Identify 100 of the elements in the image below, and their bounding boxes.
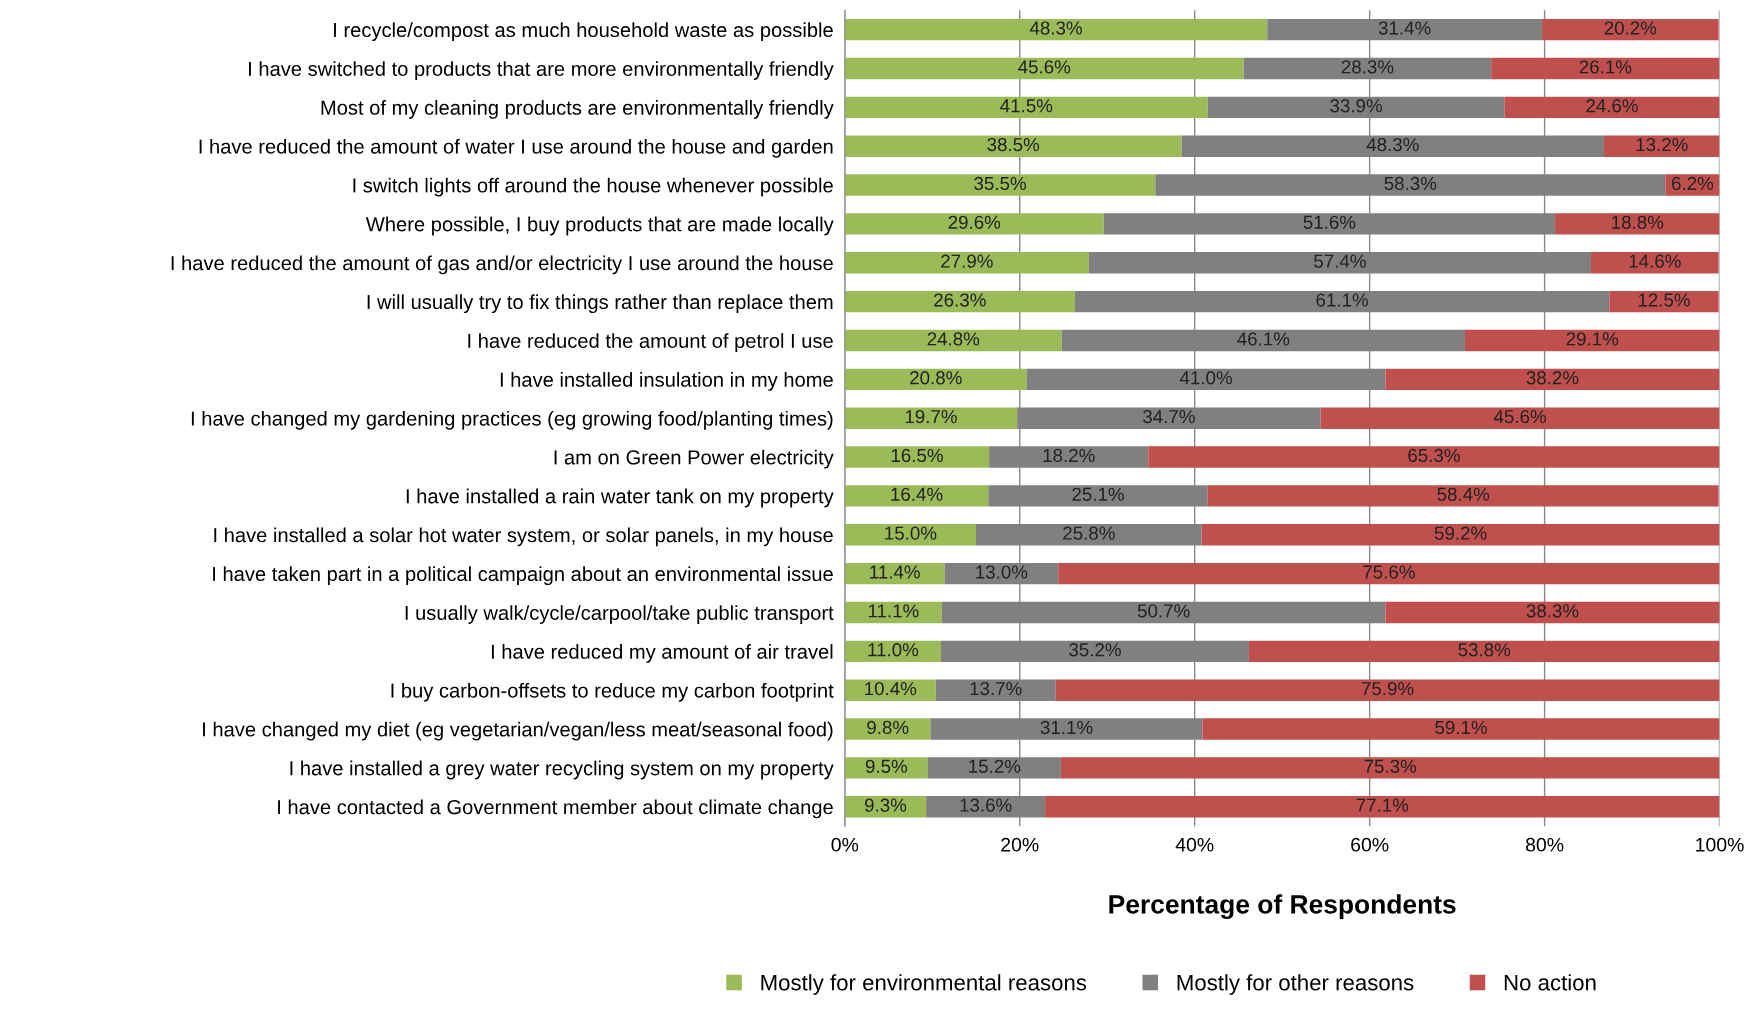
- data-label: 14.6%: [1629, 254, 1681, 268]
- data-label: 35.5%: [974, 176, 1026, 191]
- data-label: 29.1%: [1566, 332, 1619, 346]
- data-label: 13.7%: [970, 681, 1022, 696]
- bar: [844, 18, 1268, 41]
- bar: [844, 174, 1156, 196]
- x-axis-title: Percentage of Respondents: [1109, 894, 1456, 920]
- data-label: 27.9%: [941, 254, 993, 268]
- bar: [1207, 485, 1719, 507]
- data-label: 45.6%: [1493, 409, 1546, 424]
- bar: [844, 290, 1075, 313]
- y-tick-label: I have changed my gardening practices (eg growing food/planting times): [191, 410, 833, 430]
- data-label: 20.2%: [1604, 21, 1657, 35]
- data-label: 59.1%: [1435, 720, 1487, 735]
- legend-label: No action: [1504, 974, 1596, 991]
- data-label: 38.5%: [987, 137, 1040, 152]
- y-tick-label: I buy carbon-offsets to reduce my carbon footprint: [391, 682, 834, 702]
- y-tick-label: Where possible, I buy products that are made locally: [365, 216, 834, 236]
- bar: [1201, 524, 1720, 546]
- y-tick-label: I recycle/compost as much household waste as possible: [334, 22, 833, 42]
- bar: [844, 524, 977, 546]
- bar: [844, 640, 942, 663]
- x-tick-label: 100%: [1696, 837, 1744, 852]
- data-label: 13.2%: [1636, 137, 1688, 152]
- bar: [844, 329, 1062, 352]
- bar: [844, 213, 1104, 235]
- y-tick-label: Most of my cleaning products are environmentally friendly: [321, 100, 834, 119]
- bar: [1248, 640, 1720, 663]
- data-label: 38.2%: [1526, 371, 1579, 385]
- bar: [1590, 252, 1719, 274]
- bar: [1045, 796, 1720, 818]
- y-tick-label: I have switched to products that are more environmentally friendly: [249, 61, 834, 80]
- data-label: 10.4%: [865, 681, 917, 696]
- data-label: 29.6%: [948, 215, 1001, 229]
- bar: [844, 368, 1027, 391]
- bar: [844, 485, 989, 507]
- bar: [844, 601, 942, 624]
- data-label: 75.9%: [1361, 681, 1414, 696]
- data-label: 25.8%: [1063, 526, 1115, 540]
- data-label: 77.1%: [1356, 798, 1409, 812]
- data-label: 33.9%: [1330, 99, 1382, 113]
- x-tick-label: 0%: [831, 837, 859, 852]
- bar: [1555, 213, 1720, 235]
- bar: [1060, 757, 1720, 779]
- data-label: 46.1%: [1237, 332, 1290, 346]
- data-label: 24.6%: [1586, 99, 1638, 113]
- data-label: 26.3%: [934, 293, 986, 307]
- data-label: 35.2%: [1069, 643, 1121, 657]
- data-label: 41.5%: [1000, 99, 1053, 113]
- data-label: 41.0%: [1179, 371, 1232, 385]
- y-tick-label: I have reduced the amount of water I use around the house and garden: [199, 138, 833, 158]
- data-label: 12.5%: [1638, 293, 1690, 307]
- data-label: 51.6%: [1303, 215, 1356, 229]
- bar: [844, 96, 1208, 119]
- y-tick-label: I have contacted a Government member about climate change: [278, 799, 833, 819]
- y-tick-label: I have installed insulation in my home: [500, 372, 833, 391]
- bar: [1504, 96, 1720, 119]
- data-label: 57.4%: [1314, 254, 1366, 268]
- bar: [1604, 135, 1720, 157]
- data-label: 61.1%: [1316, 293, 1368, 307]
- y-tick-label: I have reduced the amount of gas and/or electricity I use around the house: [171, 255, 833, 275]
- data-label: 26.1%: [1579, 60, 1632, 74]
- data-label: 75.3%: [1364, 759, 1417, 773]
- data-label: 19.7%: [905, 409, 957, 424]
- y-tick-label: I have installed a solar hot water system, or solar panels, in my house: [214, 527, 833, 547]
- data-label: 31.1%: [1040, 720, 1093, 735]
- bar: [1541, 18, 1719, 41]
- data-label: 18.2%: [1043, 448, 1095, 463]
- data-label: 11.4%: [870, 565, 920, 579]
- bar: [1055, 679, 1720, 701]
- x-tick-label: 80%: [1525, 837, 1564, 852]
- data-label: 16.5%: [891, 448, 943, 463]
- data-label: 6.2%: [1671, 176, 1714, 191]
- data-label: 59.2%: [1434, 526, 1487, 540]
- data-label: 15.0%: [885, 526, 937, 540]
- data-label: 48.3%: [1029, 21, 1082, 35]
- bar: [844, 562, 945, 585]
- bar: [1148, 446, 1720, 468]
- legend-label: Mostly for environmental reasons: [761, 974, 1087, 995]
- bar: [844, 757, 928, 779]
- data-label: 24.8%: [927, 332, 980, 346]
- bar: [1609, 290, 1719, 313]
- data-label: 28.3%: [1341, 60, 1394, 74]
- data-label: 18.8%: [1612, 215, 1664, 229]
- y-tick-label: I have reduced my amount of air travel: [491, 644, 833, 663]
- data-label: 50.7%: [1137, 604, 1190, 618]
- data-label: 11.0%: [868, 643, 919, 657]
- legend-label: Mostly for other reasons: [1177, 974, 1414, 995]
- data-label: 11.1%: [868, 604, 919, 618]
- bar: [1320, 407, 1720, 429]
- bar: [844, 407, 1018, 429]
- data-label: 65.3%: [1408, 448, 1460, 463]
- data-label: 75.6%: [1363, 565, 1415, 579]
- y-tick-label: I have installed a grey water recycling system on my property: [290, 760, 834, 780]
- bar: [1464, 329, 1720, 352]
- x-tick-label: 40%: [1175, 837, 1214, 852]
- data-label: 13.6%: [960, 798, 1012, 812]
- y-tick-label: I usually walk/cycle/carpool/take public transport: [405, 605, 834, 624]
- bar: [844, 446, 990, 468]
- y-tick-label: I have reduced the amount of petrol I use: [468, 333, 833, 352]
